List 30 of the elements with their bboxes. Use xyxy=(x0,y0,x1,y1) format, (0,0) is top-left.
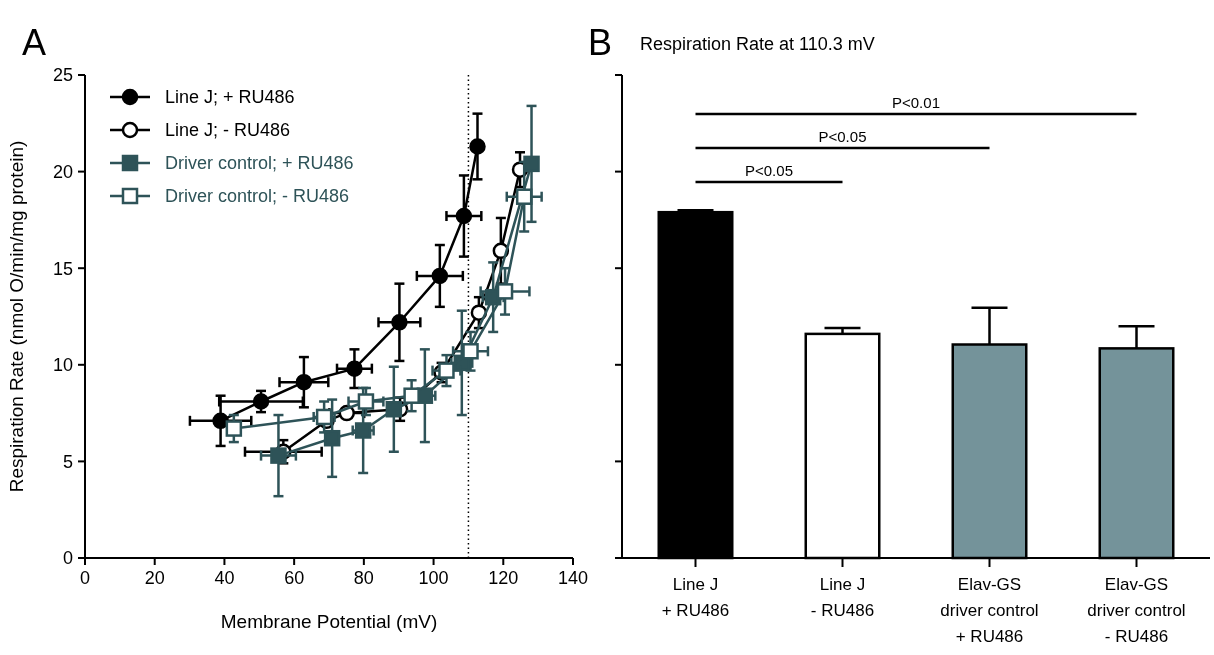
x-tick-label: Elav-GS driver control - RU486 xyxy=(1087,575,1186,646)
annotation: P<0.05 xyxy=(818,128,867,145)
y-tick-label: 15 xyxy=(52,258,73,279)
x-tick-label: 120 xyxy=(488,568,519,588)
y-axis-title: Respiration Rate (nmol O/min/mg protein) xyxy=(6,140,27,493)
y-tick-label: 0 xyxy=(62,548,73,569)
chart-title: Respiration Rate at 110.3 mV xyxy=(640,34,875,54)
x-tick-label: 0 xyxy=(79,568,91,588)
y-tick-label: 20 xyxy=(52,161,73,182)
y-tick-label: 25 xyxy=(52,65,73,86)
legend-label: Driver control; + RU486 xyxy=(165,153,354,174)
annotation: P<0.05 xyxy=(745,162,793,179)
legend-label: Line J; + RU486 xyxy=(165,87,295,108)
x-tick-label: 80 xyxy=(353,568,374,588)
x-tick-label: 140 xyxy=(557,568,589,588)
text: B xyxy=(588,22,613,63)
y-tick-label: 10 xyxy=(52,355,73,376)
x-tick-label: Line J - RU486 xyxy=(810,575,875,620)
x-tick-label: 20 xyxy=(144,568,165,588)
x-tick-label: 40 xyxy=(214,568,235,588)
legend-label: Line J; - RU486 xyxy=(165,120,291,141)
annotation: P<0.01 xyxy=(892,94,940,111)
x-tick-label: 60 xyxy=(284,568,305,588)
y-tick-label: 5 xyxy=(62,451,73,472)
x-axis-title: Membrane Potential (mV) xyxy=(220,611,438,632)
text: A xyxy=(22,22,47,63)
x-tick-label: Elav-GS driver control + RU486 xyxy=(940,575,1039,646)
legend-label: Driver control; - RU486 xyxy=(165,186,350,207)
x-tick-label: Line J + RU486 xyxy=(661,575,730,620)
x-tick-label: 100 xyxy=(418,568,449,588)
